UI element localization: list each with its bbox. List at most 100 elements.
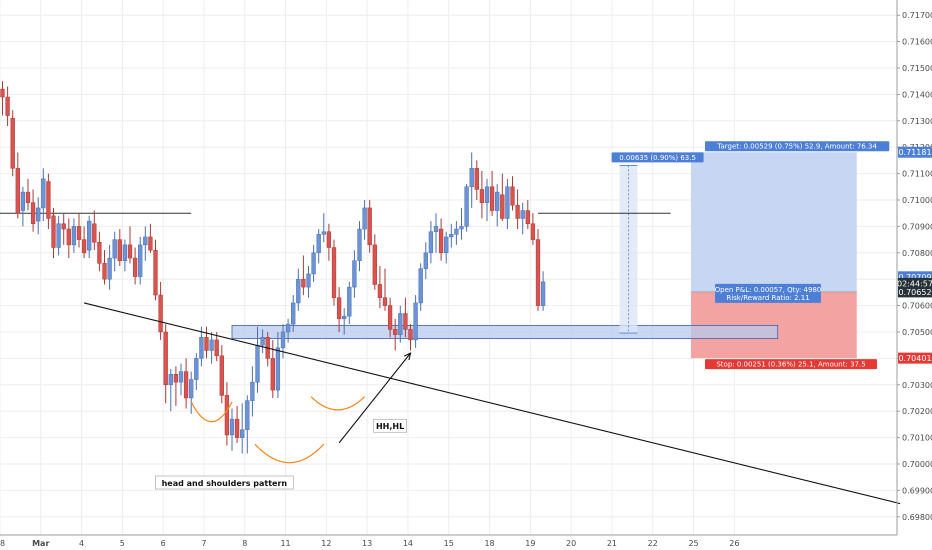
candle-body — [204, 337, 209, 351]
price-tag-bg — [898, 271, 932, 283]
y-tick-label: 0.70000 — [902, 460, 932, 469]
candle-body — [474, 168, 479, 190]
candle-body — [500, 194, 505, 219]
price-tag-label: 0.70709 — [898, 273, 931, 282]
candle-body — [41, 178, 46, 209]
x-tick-label: 5 — [120, 539, 125, 548]
candle-body — [61, 223, 66, 230]
candle-body — [270, 358, 275, 391]
candle-body — [127, 244, 133, 259]
candle-body — [316, 234, 321, 254]
candle-body — [505, 186, 510, 219]
trend-arrow-head — [403, 352, 412, 361]
price-tag-bg — [898, 286, 932, 298]
candle-body — [245, 400, 250, 430]
candle-body — [209, 339, 214, 351]
pattern-arc — [190, 401, 233, 423]
trend-arrow — [338, 352, 411, 444]
x-tick-label: 21 — [607, 539, 617, 548]
candle-body — [224, 395, 230, 436]
candle-body — [495, 191, 500, 211]
candle-body — [51, 215, 56, 248]
price-tag-bg — [898, 277, 932, 289]
y-tick-label: 0.71600 — [902, 38, 932, 47]
candle-body — [515, 205, 520, 219]
candle-body — [484, 186, 490, 203]
candle-body — [71, 226, 77, 246]
x-tick-label: 14 — [403, 539, 413, 548]
candle-body — [219, 355, 224, 396]
candle-body — [66, 228, 71, 246]
candle-body — [520, 210, 525, 219]
pattern-arc — [254, 443, 325, 464]
candle-body — [92, 223, 97, 243]
price-tag-label: 02:44:57 — [897, 279, 932, 288]
candle-body — [469, 168, 474, 188]
candle-body — [296, 278, 301, 304]
candle-body — [489, 186, 495, 211]
x-tick-label: Mar — [32, 539, 49, 548]
candle-body — [158, 294, 163, 333]
candle-body — [5, 96, 10, 116]
candle-body — [285, 323, 291, 333]
candle-body — [403, 313, 408, 330]
candle-body — [377, 284, 383, 298]
candle-body — [189, 379, 194, 399]
open-pnl-label: Open P&L: 0.00057, Qty: 4980 — [715, 286, 822, 294]
candle-body — [275, 347, 281, 391]
candle-body — [250, 381, 255, 401]
candle-body — [321, 231, 326, 235]
candle-body — [306, 273, 311, 288]
candle-body — [510, 186, 515, 206]
y-tick-label: 0.69900 — [902, 486, 932, 495]
candle-body — [148, 236, 153, 251]
x-tick-label: 18 — [484, 539, 494, 548]
candle-body — [153, 249, 158, 296]
candle-body — [20, 191, 26, 211]
trendline — [83, 302, 901, 505]
candle-body — [418, 268, 423, 304]
candle-body — [372, 244, 377, 285]
candle-body — [326, 231, 332, 248]
candle-body — [428, 231, 434, 254]
x-tick-label: 8 — [242, 539, 247, 548]
y-tick-label: 0.70500 — [902, 328, 932, 337]
x-tick-label: 19 — [525, 539, 535, 548]
candle-body — [173, 373, 179, 383]
x-tick-label: 6 — [161, 539, 166, 548]
candle-body — [479, 189, 485, 203]
measure-range — [619, 165, 638, 334]
candle-body — [301, 278, 306, 288]
candle-body — [540, 281, 546, 306]
candle-body — [357, 228, 362, 261]
candle-body — [97, 241, 102, 264]
x-tick-label: 15 — [444, 539, 454, 548]
y-tick-label: 0.71700 — [902, 11, 932, 20]
pattern-arc — [310, 396, 366, 411]
x-tick-label: 7 — [201, 539, 206, 548]
candle-body — [331, 247, 337, 298]
candle-body — [382, 297, 388, 306]
candle-body — [260, 337, 265, 346]
candle-body — [342, 315, 347, 320]
hh-hl-note-label: HH,HL — [376, 422, 404, 431]
candle-body — [398, 313, 403, 335]
candle-body — [183, 371, 189, 399]
target-zone — [691, 152, 857, 292]
candle-body — [444, 236, 449, 254]
candle-body — [449, 234, 454, 238]
candle-body — [438, 228, 444, 254]
y-tick-label: 0.70600 — [902, 302, 932, 311]
candle-body — [138, 244, 143, 277]
candle-body — [413, 302, 418, 341]
y-tick-label: 0.71100 — [902, 170, 932, 179]
candle-body — [535, 239, 541, 306]
candle-body — [163, 331, 168, 386]
y-tick-label: 0.70800 — [902, 249, 932, 258]
candle-body — [15, 168, 20, 214]
candle-body — [199, 337, 204, 359]
candle-body — [122, 244, 128, 261]
candle-body — [168, 373, 173, 386]
candle-body — [367, 207, 372, 246]
